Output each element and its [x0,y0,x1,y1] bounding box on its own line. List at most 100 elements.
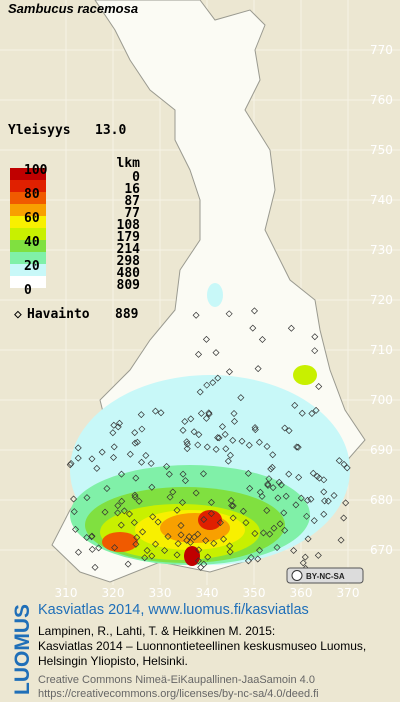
observation-marker [194,530,202,538]
observation-marker [205,410,213,418]
observation-marker [183,445,191,453]
observation-marker [200,516,208,524]
observation-marker [256,488,264,496]
observation-marker [74,454,82,462]
observation-marker [88,545,96,553]
legend-swatch [10,240,46,252]
observation-marker [287,324,295,332]
observation-marker [292,501,300,509]
x-grid-label: 340 [196,586,219,600]
y-grid-label: 710 [370,343,393,357]
observation-marker [186,538,194,546]
observation-marker [93,464,101,472]
observation-marker [256,546,264,554]
x-grid-label: 360 [290,586,313,600]
observation-marker [293,443,301,451]
legend-scale-label: 40 [24,235,40,250]
observation-marker [197,409,205,417]
observation-marker [209,379,217,387]
observation-marker [118,497,126,505]
observation-markers [66,307,351,573]
observation-marker [95,544,103,552]
observation-marker [263,506,271,514]
observation-marker [226,542,234,550]
x-grid-label: 370 [337,586,360,600]
observation-marker [185,533,193,541]
license-badge [286,567,364,584]
y-grid-label: 730 [370,243,393,257]
observation-marker [72,525,80,533]
observation-marker [132,474,140,482]
legend-count: 298 [117,254,141,269]
observation-count: 889 [115,307,138,322]
observation-marker [177,521,185,529]
observation-marker [88,533,96,541]
observation-marker [181,418,189,426]
observation-marker [70,508,78,516]
observation-marker [192,489,200,497]
observation-marker [221,430,229,438]
observation-marker [246,484,254,492]
legend-count: 214 [117,242,141,257]
observation-marker [142,451,150,459]
observation-marker [294,443,302,451]
observation-marker [304,496,312,504]
observation-marker [148,552,156,560]
y-grid-label: 750 [370,143,393,157]
observation-marker [269,484,277,492]
observation-marker [337,536,345,544]
x-grid-label: 310 [55,586,78,600]
observation-marker [342,499,350,507]
observation-marker [343,464,351,472]
observation-marker [229,514,237,522]
observation-marker [154,518,162,526]
observation-marker [244,469,252,477]
observation-marker [74,444,82,452]
heat-layer [70,283,350,566]
observation-marker [259,529,267,537]
observation-marker [280,509,288,517]
observation-marker [124,560,132,568]
observation-marker [267,465,275,473]
observation-marker [270,524,278,532]
observation-marker [281,526,289,534]
legend-scale-label: 100 [24,163,48,178]
frequency-label: Yleisyys [8,123,71,138]
observation-marker [98,448,106,456]
footer-link[interactable]: Kasviatlas 2014, www.luomus.fi/kasviatla… [38,602,309,618]
observation-marker [258,336,266,344]
count-header: lkm [117,156,141,171]
observation-marker [148,483,156,491]
observation-marker [269,451,277,459]
observation-marker [255,438,263,446]
observation-marker [174,540,182,548]
observation-marker [226,451,234,459]
license-line[interactable]: https://creativecommons.org/licenses/by-… [38,688,319,700]
legend-scale-label: 60 [24,211,40,226]
observation-marker [110,443,118,451]
observation-marker [181,477,189,485]
observation-marker [301,553,309,561]
observation-marker [179,470,187,478]
observation-marker [210,539,218,547]
legend-count: 480 [117,266,141,281]
observation-marker [70,495,78,503]
x-grid-label: 320 [102,586,125,600]
observation-marker [311,333,319,341]
y-grid-label: 720 [370,293,393,307]
observation-marker [285,470,293,478]
observation-marker [202,414,210,422]
y-grid-label: 680 [370,493,393,507]
observation-marker [151,407,159,415]
heat-area [102,532,138,552]
legend-swatch [10,192,46,204]
observation-marker [340,514,348,522]
observation-marker [320,488,328,496]
observation-marker [340,460,348,468]
y-grid-labels: 770 760 750 740 730 720 710 700 690 680 670 [370,43,393,557]
observation-marker [173,551,181,559]
observation-marker [320,510,328,518]
observation-marker [149,513,157,521]
observation-symbol: ◇ [14,307,22,322]
